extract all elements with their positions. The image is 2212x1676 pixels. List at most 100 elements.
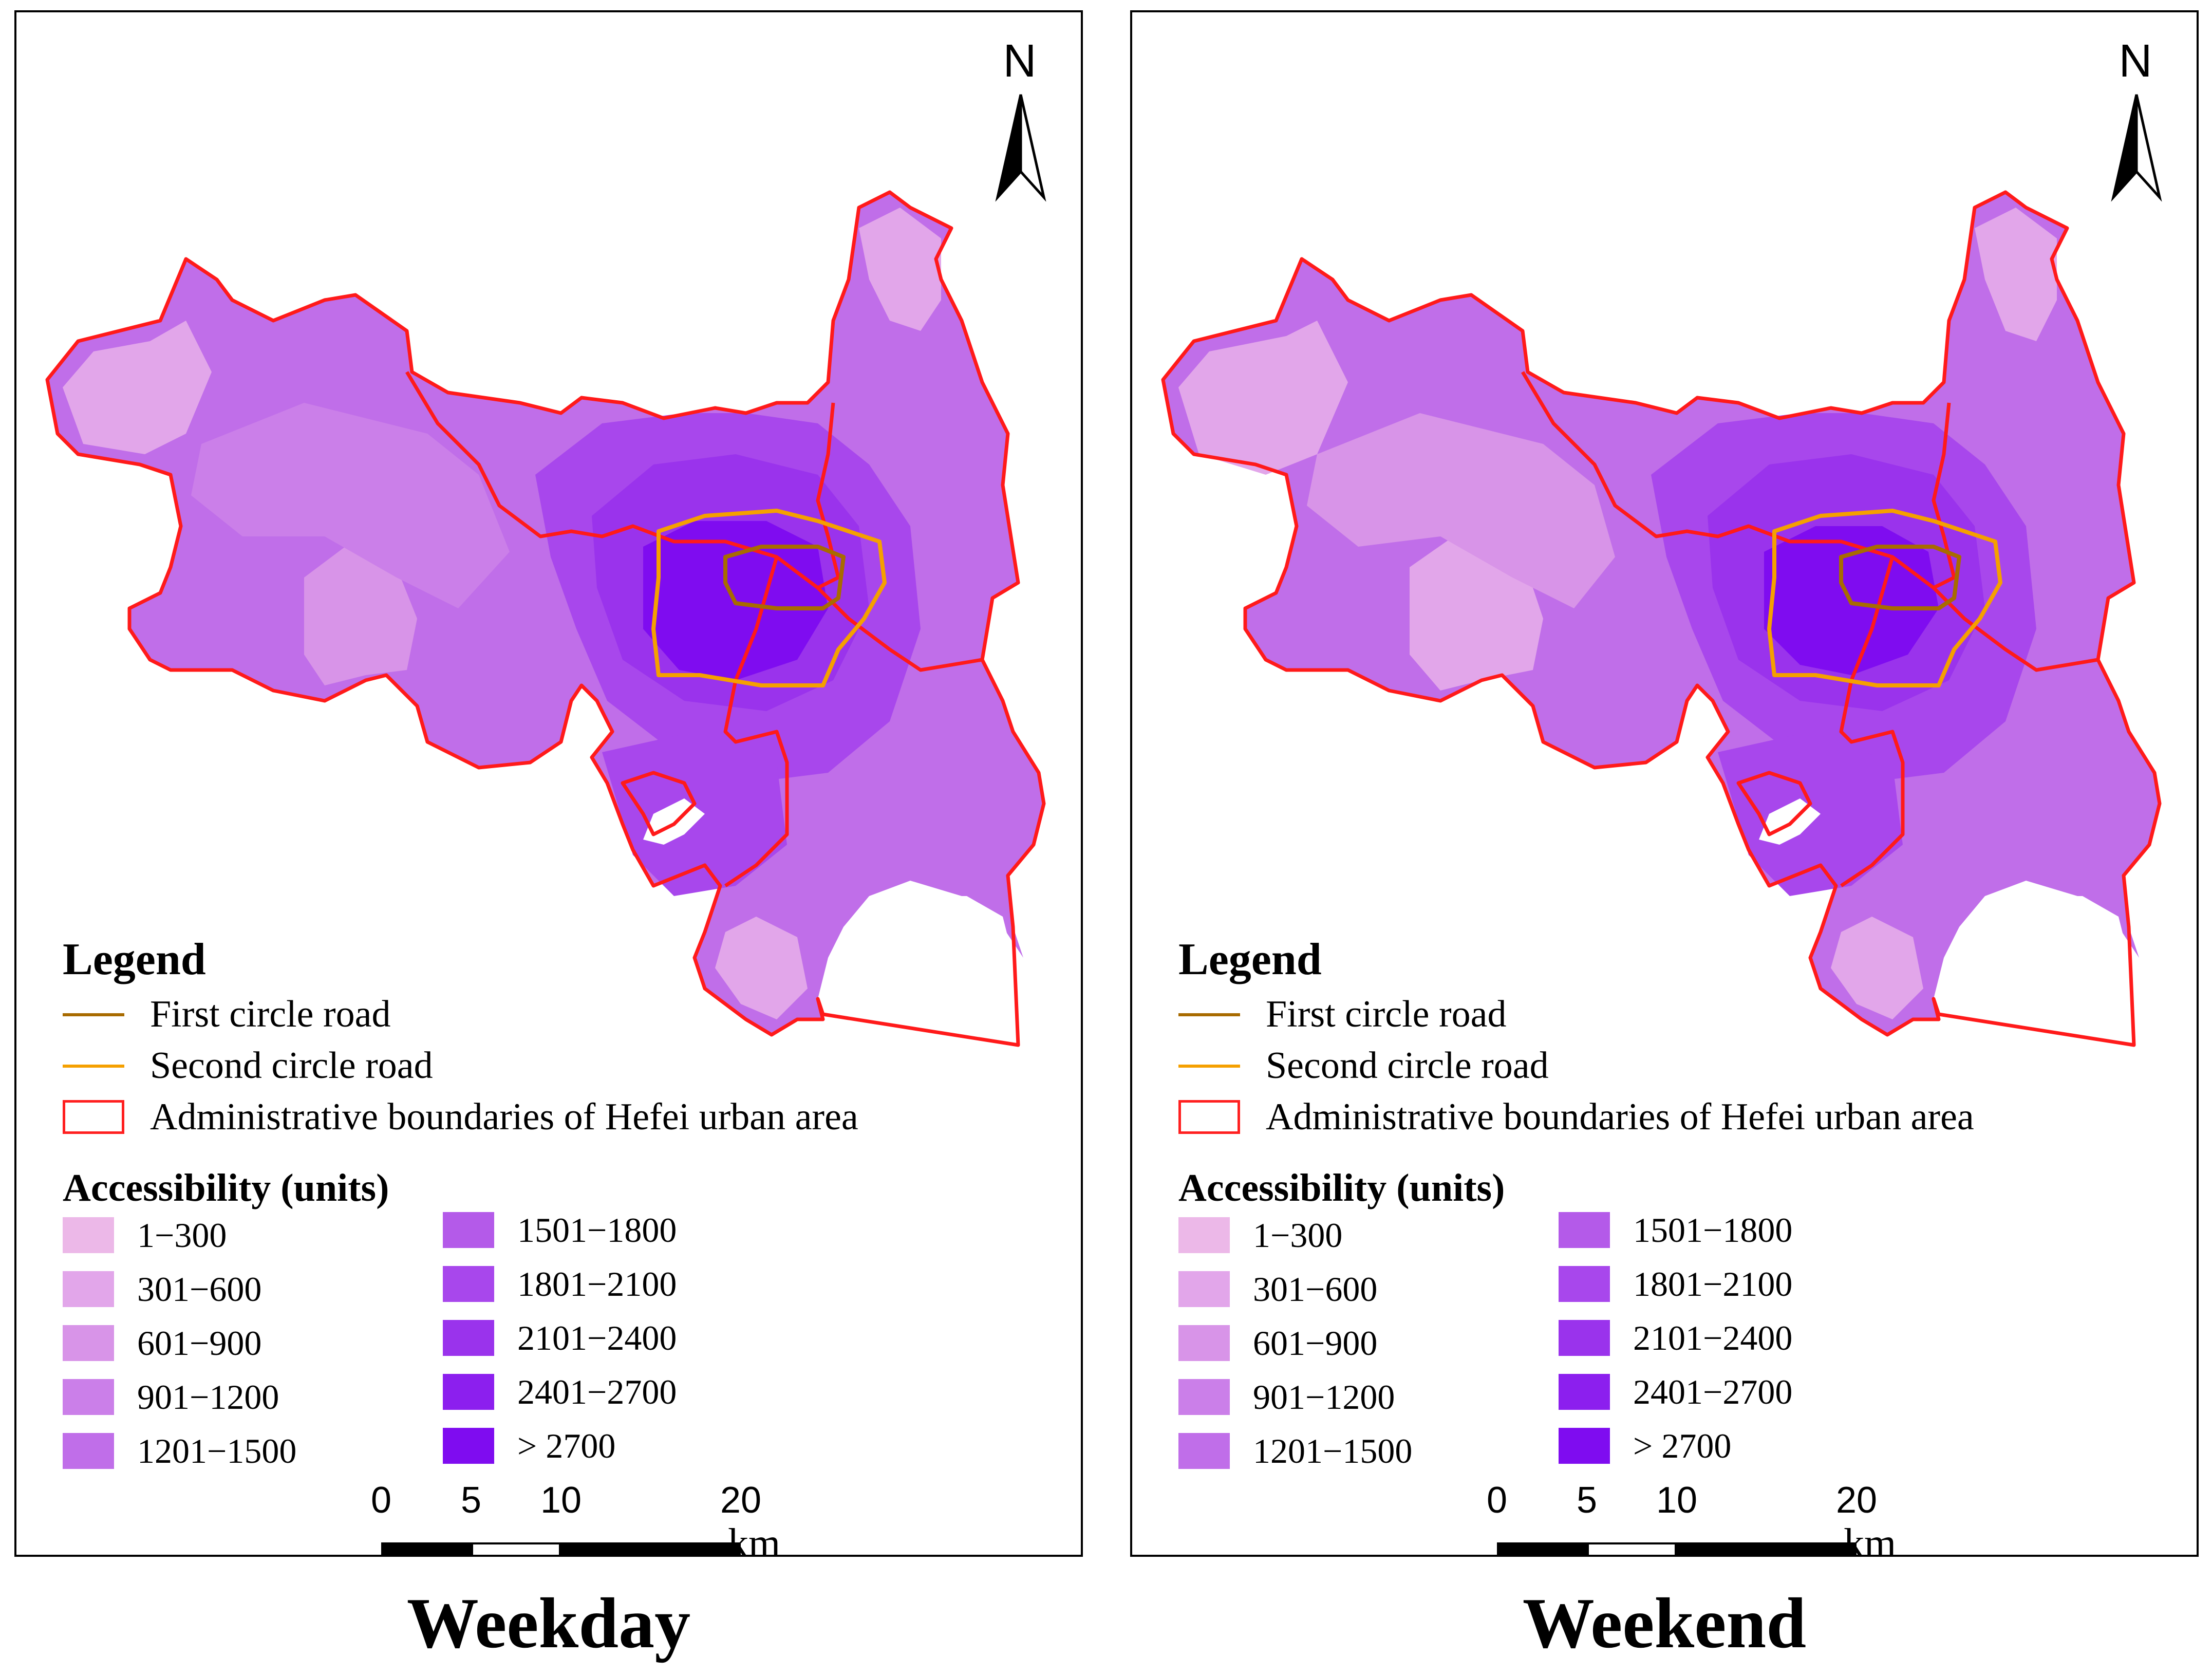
- class-9: 2401−2700: [1559, 1371, 1792, 1412]
- scale-segment: [561, 1542, 741, 1555]
- map-panel-weekday: N Legend First circle road Second circle…: [14, 10, 1083, 1557]
- class-label: 1−300: [1253, 1216, 1343, 1255]
- first-road-swatch: [63, 996, 124, 1032]
- map-canvas-weekend: [1161, 190, 2162, 1047]
- scale-tick: 20: [720, 1480, 762, 1521]
- scale-segment: [1587, 1542, 1677, 1555]
- admin-boundary-outer: [1161, 190, 2162, 1047]
- mid-access-zone-west: [1307, 413, 1615, 608]
- class-label: 2101−2400: [517, 1318, 677, 1357]
- scale-tick: 5: [460, 1480, 482, 1521]
- scale-tick: 0: [1486, 1480, 1508, 1521]
- legend-admin-boundary: Administrative boundaries of Hefei urban…: [63, 1096, 858, 1138]
- class-7: 1801−2100: [443, 1263, 677, 1305]
- legend: Legend First circle road Second circle r…: [47, 927, 1023, 1492]
- class-label: 601−900: [1253, 1324, 1378, 1363]
- admin-boundary-internal-2: [816, 586, 983, 672]
- second-road-label: Second circle road: [1266, 1045, 1549, 1087]
- class-2: 301−600: [63, 1269, 261, 1310]
- class-1: 1−300: [63, 1215, 227, 1256]
- class-label: 2101−2400: [1633, 1318, 1793, 1357]
- low-access-zone-south: [1831, 917, 1923, 1019]
- scale-tick: 0: [370, 1480, 392, 1521]
- class-6: 1501−1800: [1559, 1209, 1792, 1251]
- scale-segment: [381, 1542, 471, 1555]
- lake-boundary: [621, 771, 697, 836]
- class-8: 2101−2400: [1559, 1317, 1792, 1358]
- scale-tick: 5: [1576, 1480, 1598, 1521]
- class-5: 1201−1500: [63, 1430, 296, 1472]
- legend-first-road: First circle road: [1178, 994, 1507, 1035]
- class-label: 301−600: [1253, 1270, 1378, 1309]
- legend-second-road: Second circle road: [63, 1045, 433, 1086]
- caption-weekend: Weekend: [1522, 1584, 1807, 1663]
- chaohu-lake-area: [1939, 896, 2134, 1045]
- chaohu-lake-area: [823, 896, 1018, 1045]
- legend-title: Legend: [1178, 935, 1322, 984]
- mid-access-zone-west: [191, 403, 510, 608]
- first-road-swatch: [1178, 996, 1240, 1032]
- scale-segment: [471, 1542, 561, 1555]
- north-label: N: [1003, 35, 1037, 87]
- class-7: 1801−2100: [1559, 1263, 1792, 1305]
- accessibility-title: Accessibility (units): [1178, 1166, 1505, 1209]
- north-arrow-icon: [2111, 94, 2162, 202]
- accessibility-title: Accessibility (units): [63, 1166, 389, 1209]
- legend-second-road: Second circle road: [1178, 1045, 1549, 1086]
- class-4: 901−1200: [1178, 1376, 1395, 1418]
- class-4: 901−1200: [63, 1376, 279, 1418]
- class-label: 901−1200: [137, 1377, 279, 1417]
- second-road-swatch: [1178, 1048, 1240, 1084]
- low-access-zone-north: [859, 208, 941, 331]
- class-10: > 2700: [1559, 1425, 1731, 1466]
- class-label: 1501−1800: [1633, 1211, 1793, 1250]
- lake-boundary: [1736, 771, 1812, 836]
- class-6: 1501−1800: [443, 1209, 677, 1251]
- second-circle-road: [1767, 509, 2002, 687]
- class-label: 2401−2700: [1633, 1372, 1793, 1411]
- class-label: 1801−2100: [517, 1264, 677, 1303]
- class-label: > 2700: [517, 1426, 616, 1465]
- class-label: 1201−1500: [1253, 1431, 1413, 1470]
- class-3: 601−900: [1178, 1323, 1377, 1364]
- first-road-label: First circle road: [150, 993, 391, 1035]
- class-1: 1−300: [1178, 1215, 1342, 1256]
- admin-boundary-label: Administrative boundaries of Hefei urban…: [1266, 1096, 1974, 1138]
- north-label: N: [2119, 35, 2152, 87]
- low-access-zone-west: [1178, 321, 1348, 475]
- scale-bar: 0 5 10 20 km: [1471, 1480, 1934, 1557]
- class-10: > 2700: [443, 1425, 615, 1466]
- map-canvas-weekday: [45, 190, 1046, 1047]
- north-arrow-icon: [995, 94, 1046, 202]
- second-road-swatch: [63, 1048, 124, 1084]
- low-access-zone-central: [304, 547, 417, 685]
- class-9: 2401−2700: [443, 1371, 677, 1412]
- legend: Legend First circle road Second circle r…: [1163, 927, 2139, 1492]
- legend-title: Legend: [63, 935, 206, 984]
- scale-segment: [1497, 1542, 1587, 1555]
- scale-unit: km: [1844, 1521, 1897, 1557]
- admin-boundary-internal-3: [723, 556, 789, 887]
- class-label: 301−600: [137, 1270, 262, 1309]
- class-5: 1201−1500: [1178, 1430, 1412, 1472]
- class-label: 1501−1800: [517, 1211, 677, 1250]
- scale-tick: 10: [540, 1480, 582, 1521]
- caption-weekday: Weekday: [406, 1584, 691, 1663]
- first-circle-road: [723, 545, 846, 610]
- class-2: 301−600: [1178, 1269, 1377, 1310]
- map-panel-weekend: N Legend First circle road Second circle…: [1130, 10, 2199, 1557]
- class-label: 2401−2700: [517, 1372, 677, 1411]
- class-3: 601−900: [63, 1323, 261, 1364]
- admin-boundary-swatch: [63, 1099, 124, 1135]
- class-label: > 2700: [1633, 1426, 1732, 1465]
- first-circle-road: [1839, 545, 1961, 610]
- admin-boundary-label: Administrative boundaries of Hefei urban…: [150, 1096, 858, 1138]
- scale-bar: 0 5 10 20 km: [355, 1480, 818, 1555]
- legend-first-road: First circle road: [63, 994, 391, 1035]
- low-access-zone-west: [63, 321, 212, 454]
- class-label: 601−900: [137, 1324, 262, 1363]
- class-label: 1801−2100: [1633, 1264, 1793, 1303]
- second-circle-road: [651, 509, 887, 687]
- scale-segment: [1677, 1542, 1857, 1555]
- low-access-zone-north: [1975, 208, 2057, 341]
